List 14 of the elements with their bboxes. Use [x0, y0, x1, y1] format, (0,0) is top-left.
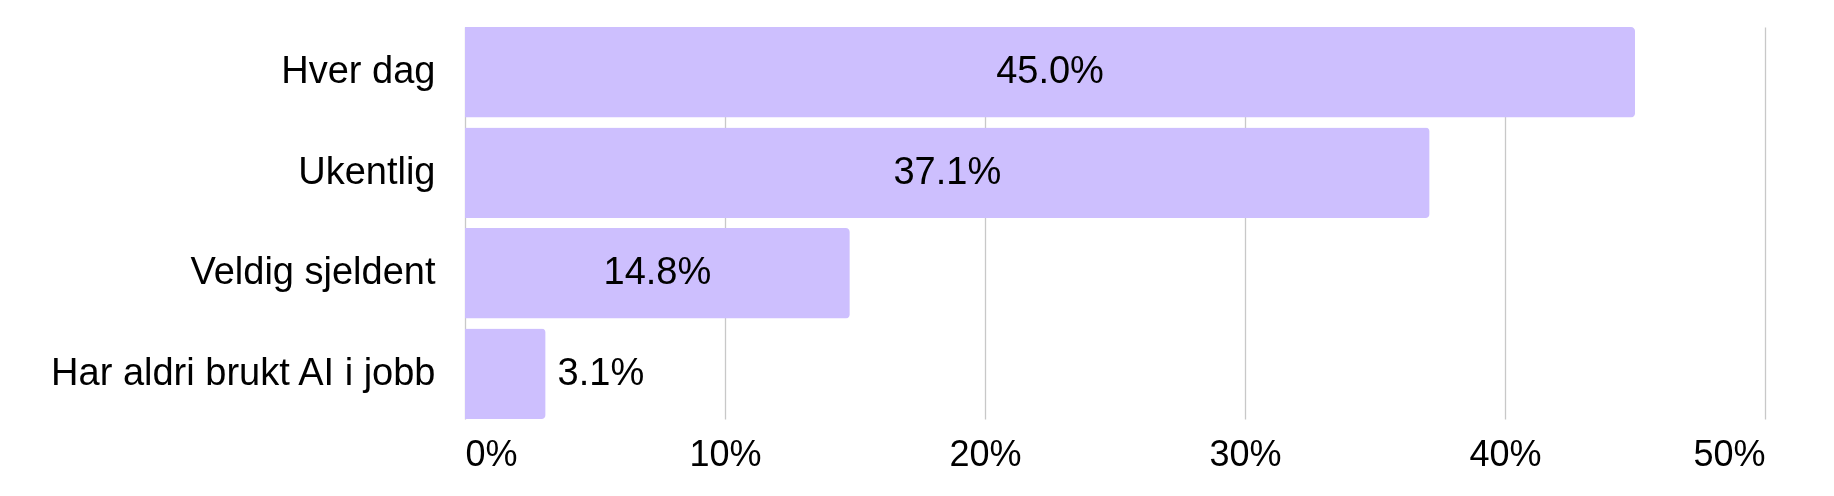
data-label: 3.1% — [557, 350, 645, 393]
data-label: 37.1% — [893, 149, 1002, 192]
x-tick-label: 50% — [1693, 432, 1766, 474]
data-label: 45.0% — [996, 49, 1104, 92]
x-tick-label: 20% — [949, 432, 1022, 474]
y-tick-label: Hver dag — [281, 49, 436, 92]
x-tick-label: 0% — [465, 432, 518, 474]
x-tick-label: 40% — [1469, 432, 1542, 474]
y-tick-label: Har aldri brukt AI i jobb — [51, 350, 436, 393]
x-tick-label: 30% — [1209, 432, 1282, 474]
y-tick-label: Ukentlig — [298, 149, 436, 192]
data-label: 14.8% — [603, 250, 712, 293]
y-tick-label: Veldig sjeldent — [190, 250, 436, 293]
x-tick-label: 10% — [689, 432, 762, 474]
